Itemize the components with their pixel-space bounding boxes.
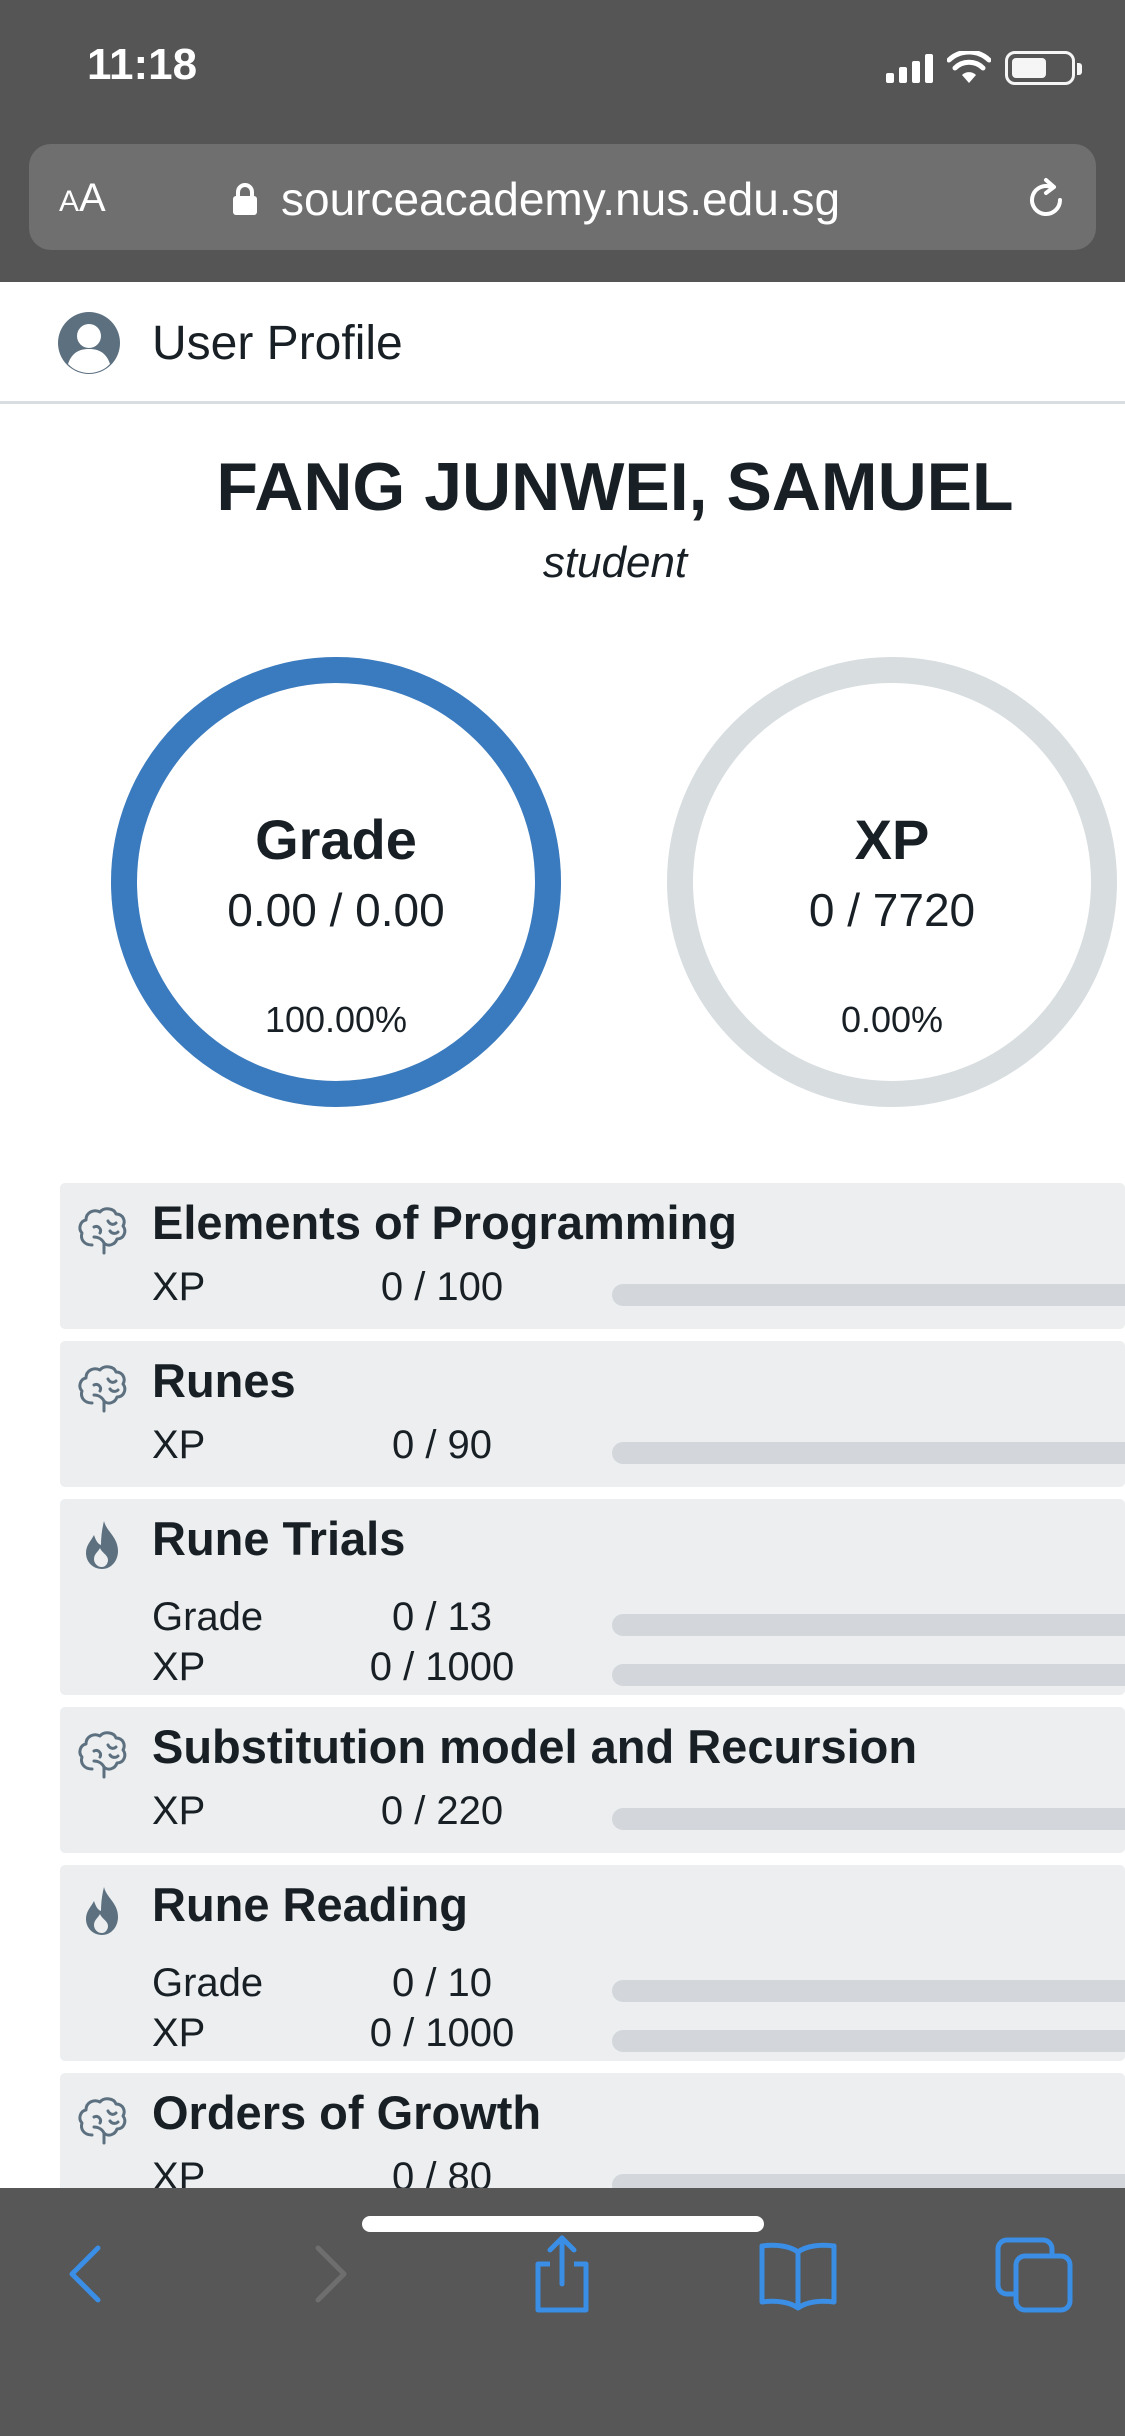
assessment-title: Orders of Growth <box>152 2086 542 2139</box>
profile-name: FANG JUNWEI, SAMUEL <box>216 449 1014 525</box>
assessment-row: XP 0 / 90 <box>152 1423 1125 1473</box>
row-label: XP <box>152 1645 206 1689</box>
text-size-button[interactable]: AA <box>59 176 106 220</box>
assessment-card[interactable]: Rune Trials Grade 0 / 13 XP 0 / 1000 <box>60 1499 1125 1695</box>
assessment-card[interactable]: Elements of Programming XP 0 / 100 <box>60 1183 1125 1329</box>
assessment-title: Rune Trials <box>152 1512 406 1565</box>
progress-bar <box>612 1614 1125 1636</box>
tabs-icon[interactable] <box>994 2234 1074 2314</box>
assessment-card[interactable]: Substitution model and Recursion XP 0 / 22… <box>60 1707 1125 1853</box>
assessment-row: XP 0 / 220 <box>152 1789 1125 1839</box>
row-value: 0 / 220 <box>380 1789 504 1833</box>
brain-icon <box>74 1201 130 1257</box>
xp-label: XP <box>854 808 930 871</box>
status-time: 11:18 <box>87 40 198 89</box>
page-title: User Profile <box>152 317 403 370</box>
assessment-card[interactable]: Runes XP 0 / 90 <box>60 1341 1125 1487</box>
assessment-row: Grade 0 / 10 <box>152 1961 1125 2011</box>
row-value: 0 / 1000 <box>369 2011 515 2055</box>
row-label: XP <box>152 1265 206 1309</box>
progress-bar <box>612 1980 1125 2002</box>
progress-bar <box>612 1442 1125 1464</box>
assessment-row: XP 0 / 1000 <box>152 2011 1125 2061</box>
brain-icon <box>74 1359 130 1415</box>
back-icon[interactable] <box>48 2234 128 2314</box>
row-label: Grade <box>152 1595 264 1639</box>
assessment-title: Substitution model and Recursion <box>152 1720 918 1773</box>
grade-value: 0.00 / 0.00 <box>227 884 445 936</box>
row-value: 0 / 10 <box>391 1961 493 2005</box>
forward-icon[interactable] <box>288 2234 368 2314</box>
assessment-title: Runes <box>152 1354 296 1407</box>
battery-icon <box>1005 51 1082 85</box>
grade-label: Grade <box>255 808 417 871</box>
row-value: 0 / 100 <box>380 1265 504 1309</box>
wifi-icon <box>947 51 991 83</box>
assessment-list: Elements of Programming XP 0 / 100 Runes XP 0… <box>60 1183 1125 2231</box>
xp-percent: 0.00% <box>840 999 944 1040</box>
status-bar: 11:18 <box>0 0 1125 140</box>
user-icon <box>58 312 120 374</box>
row-label: XP <box>152 2011 206 2055</box>
row-label: XP <box>152 1423 206 1467</box>
grade-percent: 100.00% <box>264 999 408 1040</box>
row-value: 0 / 1000 <box>369 1645 515 1689</box>
url-bar[interactable]: AA sourceacademy.nus.edu.sg <box>29 144 1096 250</box>
page-header: User Profile <box>0 282 1125 404</box>
xp-ring: XP 0 / 7720 0.00% <box>667 657 1117 1107</box>
share-icon[interactable] <box>522 2234 602 2314</box>
home-indicator[interactable] <box>362 2216 764 2232</box>
cellular-signal-icon <box>886 53 933 83</box>
brain-icon <box>74 2091 130 2147</box>
grade-ring-arc <box>111 657 561 1107</box>
xp-value: 0 / 7720 <box>808 884 976 936</box>
flame-icon <box>74 1883 130 1939</box>
bookmarks-icon[interactable] <box>758 2234 838 2314</box>
browser-url-area: AA sourceacademy.nus.edu.sg <box>0 140 1125 282</box>
row-label: XP <box>152 1789 206 1833</box>
assessment-row: Grade 0 / 13 <box>152 1595 1125 1645</box>
grade-ring: Grade 0.00 / 0.00 100.00% <box>111 657 561 1107</box>
progress-bar <box>612 1808 1125 1830</box>
progress-bar <box>612 1664 1125 1686</box>
reload-icon[interactable] <box>1022 176 1070 224</box>
profile-role: student <box>542 538 688 587</box>
row-label: Grade <box>152 1961 264 2005</box>
assessment-row: XP 0 / 1000 <box>152 1645 1125 1695</box>
assessment-card[interactable]: Rune Reading Grade 0 / 10 XP 0 / 1000 <box>60 1865 1125 2061</box>
assessment-title: Rune Reading <box>152 1878 468 1931</box>
row-value: 0 / 90 <box>391 1423 493 1467</box>
status-icons <box>886 48 1082 88</box>
progress-bar <box>612 2030 1125 2052</box>
progress-bar <box>612 1284 1125 1306</box>
url-text[interactable]: sourceacademy.nus.edu.sg <box>281 173 841 225</box>
assessment-row: XP 0 / 100 <box>152 1265 1125 1315</box>
lock-icon <box>233 183 257 215</box>
assessment-title: Elements of Programming <box>152 1196 737 1249</box>
brain-icon <box>74 1725 130 1781</box>
flame-icon <box>74 1517 130 1573</box>
row-value: 0 / 13 <box>391 1595 493 1639</box>
